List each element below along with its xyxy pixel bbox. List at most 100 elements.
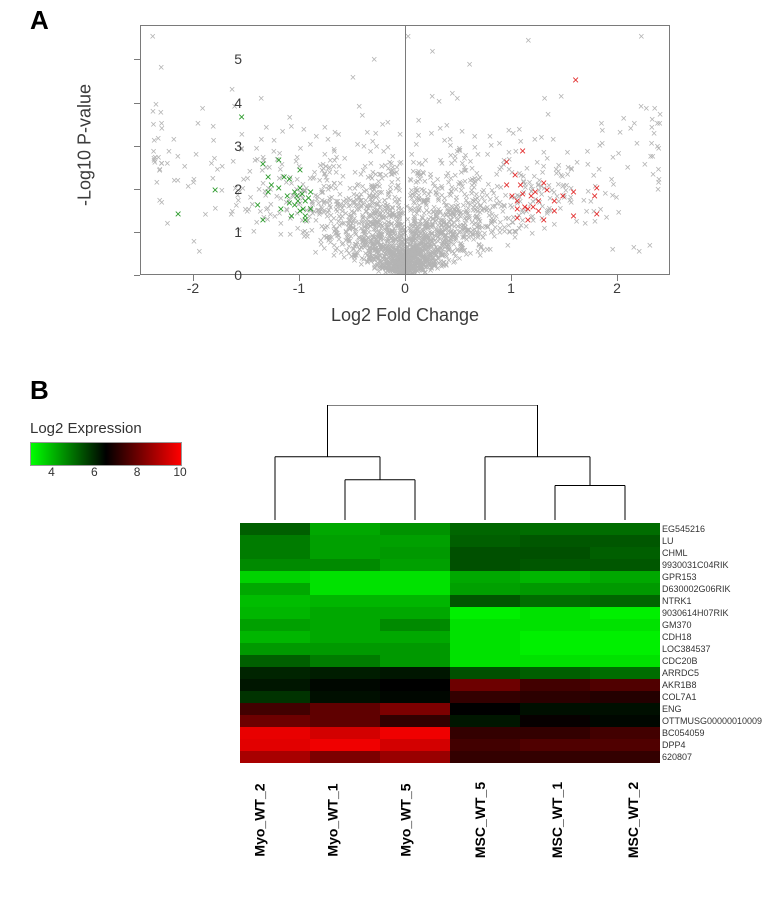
- heatmap-cell: [590, 619, 660, 631]
- y-tick: 5: [192, 51, 242, 67]
- y-tick: 3: [192, 138, 242, 154]
- heatmap-cell: [590, 559, 660, 571]
- heatmap-cell: [590, 703, 660, 715]
- heatmap-cell: [380, 523, 450, 535]
- heatmap-cell: [590, 535, 660, 547]
- row-label: CHML: [662, 547, 762, 559]
- heatmap-cell: [520, 691, 590, 703]
- legend-title: Log2 Expression: [30, 420, 142, 437]
- zero-vline: [405, 25, 406, 275]
- heatmap-cell: [310, 751, 380, 763]
- heatmap-cell: [380, 583, 450, 595]
- column-label: MSC_WT_2: [625, 782, 725, 858]
- heatmap-grid: [240, 523, 660, 763]
- heatmap-cell: [240, 655, 310, 667]
- heatmap-cell: [380, 619, 450, 631]
- heatmap-cell: [450, 715, 520, 727]
- heatmap-cell: [310, 703, 380, 715]
- heatmap-cell: [590, 523, 660, 535]
- heatmap-cell: [240, 619, 310, 631]
- heatmap-cell: [310, 655, 380, 667]
- heatmap-cell: [240, 739, 310, 751]
- heatmap-cell: [240, 631, 310, 643]
- x-tick: 2: [613, 280, 621, 296]
- heatmap-cell: [520, 535, 590, 547]
- legend-tick: 10: [173, 465, 186, 479]
- heatmap-cell: [240, 679, 310, 691]
- heatmap-cell: [450, 547, 520, 559]
- x-axis-label: Log2 Fold Change: [331, 305, 479, 326]
- heatmap-cell: [520, 643, 590, 655]
- heatmap-cell: [450, 535, 520, 547]
- legend-tick: 6: [91, 465, 98, 479]
- heatmap-cell: [590, 643, 660, 655]
- heatmap-cell: [450, 595, 520, 607]
- heatmap-cell: [380, 715, 450, 727]
- heatmap-cell: [450, 631, 520, 643]
- heatmap-cell: [590, 679, 660, 691]
- row-label: ARRDC5: [662, 667, 762, 679]
- heatmap-cell: [450, 691, 520, 703]
- heatmap-cell: [380, 559, 450, 571]
- heatmap-cell: [590, 595, 660, 607]
- row-label: LOC384537: [662, 643, 762, 655]
- column-dendrogram: [240, 405, 660, 520]
- row-label: LU: [662, 535, 762, 547]
- heatmap-cell: [520, 583, 590, 595]
- heatmap-cell: [590, 667, 660, 679]
- heatmap-cell: [380, 679, 450, 691]
- row-label: CDH18: [662, 631, 762, 643]
- heatmap-cell: [310, 535, 380, 547]
- legend-tick: 4: [48, 465, 55, 479]
- heatmap-cell: [240, 523, 310, 535]
- heatmap-cell: [450, 523, 520, 535]
- heatmap-cell: [590, 655, 660, 667]
- heatmap-cell: [380, 643, 450, 655]
- heatmap-cell: [240, 595, 310, 607]
- row-label: GPR153: [662, 571, 762, 583]
- heatmap-cell: [310, 559, 380, 571]
- legend-colorbar: [30, 442, 182, 466]
- heatmap-cell: [310, 667, 380, 679]
- heatmap-cell: [450, 607, 520, 619]
- row-label: 9930031C04RIK: [662, 559, 762, 571]
- heatmap-cell: [310, 619, 380, 631]
- y-tick: 2: [192, 181, 242, 197]
- heatmap-cell: [380, 667, 450, 679]
- heatmap-cell: [310, 607, 380, 619]
- heatmap-cell: [380, 751, 450, 763]
- heatmap-cell: [380, 691, 450, 703]
- heatmap-cell: [380, 655, 450, 667]
- heatmap-cell: [450, 703, 520, 715]
- heatmap-cell: [450, 559, 520, 571]
- heatmap-cell: [520, 619, 590, 631]
- heatmap-cell: [380, 703, 450, 715]
- heatmap-cell: [310, 691, 380, 703]
- legend-tick: 8: [134, 465, 141, 479]
- heatmap-cell: [240, 667, 310, 679]
- heatmap-cell: [310, 571, 380, 583]
- heatmap-cell: [380, 595, 450, 607]
- row-label: OTTMUSG00000010009: [662, 715, 762, 727]
- heatmap-cell: [590, 715, 660, 727]
- row-labels: EG545216LUCHML9930031C04RIKGPR153D630002…: [662, 523, 762, 763]
- heatmap-cell: [240, 643, 310, 655]
- panel-b-heatmap: Log2 Expression 46810 EG545216LUCHML9930…: [30, 380, 750, 880]
- heatmap-cell: [310, 583, 380, 595]
- heatmap-cell: [520, 631, 590, 643]
- heatmap-cell: [240, 715, 310, 727]
- row-label: D630002G06RIK: [662, 583, 762, 595]
- row-label: EG545216: [662, 523, 762, 535]
- row-label: GM370: [662, 619, 762, 631]
- heatmap-cell: [240, 547, 310, 559]
- heatmap-cell: [520, 547, 590, 559]
- heatmap-cell: [520, 703, 590, 715]
- heatmap-cell: [310, 595, 380, 607]
- heatmap-cell: [450, 583, 520, 595]
- y-tick: 4: [192, 95, 242, 111]
- heatmap-cell: [520, 667, 590, 679]
- row-label: 9030614H07RIK: [662, 607, 762, 619]
- heatmap-cell: [520, 523, 590, 535]
- row-label: AKR1B8: [662, 679, 762, 691]
- row-label: ENG: [662, 703, 762, 715]
